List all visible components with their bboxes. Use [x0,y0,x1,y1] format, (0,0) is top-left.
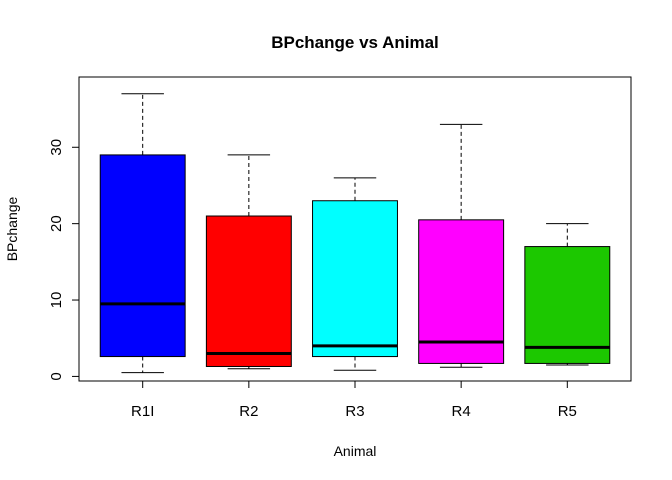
box-body [418,219,505,364]
x-tick-label: R3 [345,403,364,420]
x-tick-label: R1I [131,403,154,420]
box-r4 [418,123,505,368]
y-axis: 0 10 20 30 [48,139,80,381]
boxes-group [99,93,611,374]
box-body [312,200,398,358]
box-r1i [99,93,186,374]
box-r3 [312,177,398,371]
box-body [524,246,611,364]
x-tick-label: R4 [452,403,471,420]
box-r2 [205,154,292,370]
y-tick-label: 30 [48,139,65,156]
x-tick-label: R2 [239,403,258,420]
box-body [99,154,186,358]
y-axis-label: BPchange [4,196,20,261]
box-body [205,215,292,367]
x-axis: R1I R2 R3 R4 R5 [131,380,577,420]
x-tick-label: R5 [558,403,577,420]
y-tick-label: 0 [48,372,65,380]
y-tick-label: 10 [48,292,65,309]
box-r5 [524,223,611,366]
y-tick-label: 20 [48,215,65,232]
x-axis-label: Animal [334,443,377,459]
chart-title: BPchange vs Animal [271,33,439,52]
